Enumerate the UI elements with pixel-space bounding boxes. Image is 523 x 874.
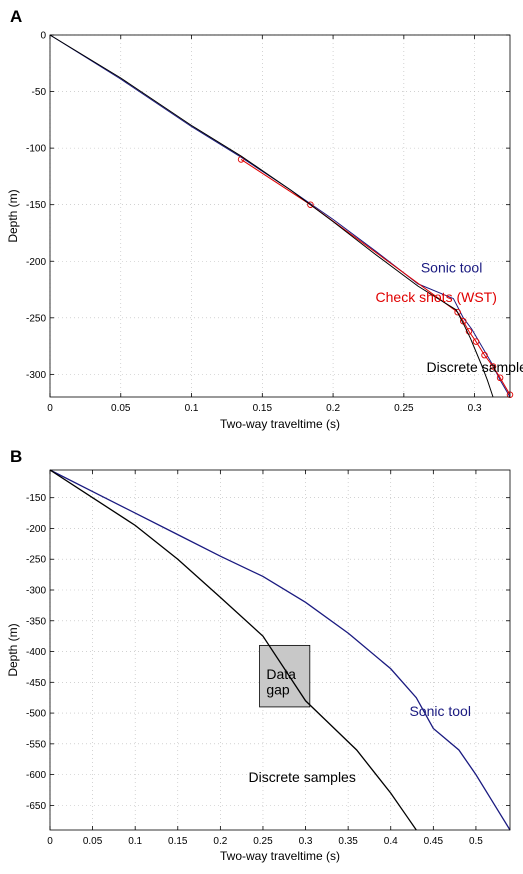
y-tick-label: -450 bbox=[26, 678, 46, 689]
x-tick-label: 0 bbox=[47, 836, 53, 847]
y-tick-label: -650 bbox=[26, 801, 46, 812]
y-tick-label: -150 bbox=[26, 493, 46, 504]
y-tick-label: 0 bbox=[40, 31, 46, 42]
x-tick-label: 0.2 bbox=[213, 836, 227, 847]
y-tick-label: -150 bbox=[26, 200, 46, 211]
panel-letter-b: B bbox=[10, 447, 22, 466]
x-tick-label: 0.3 bbox=[299, 836, 313, 847]
x-axis-label: Two-way traveltime (s) bbox=[220, 849, 340, 863]
y-tick-label: -200 bbox=[26, 257, 46, 268]
y-tick-label: -250 bbox=[26, 313, 46, 324]
y-tick-label: -300 bbox=[26, 370, 46, 381]
series-line-check-shots-wst bbox=[240, 159, 511, 395]
check-shot-point bbox=[307, 201, 314, 208]
annotation-label: Discrete samples bbox=[248, 769, 355, 785]
x-tick-label: 0.15 bbox=[253, 403, 273, 414]
series-line-sonic-tool bbox=[49, 469, 511, 831]
annotation-label: Check shots (WST) bbox=[376, 289, 497, 305]
plot-frame bbox=[49, 469, 511, 831]
x-tick-label: 0.15 bbox=[168, 836, 188, 847]
x-tick-label: 0.25 bbox=[394, 403, 414, 414]
annotation-label: gap bbox=[266, 682, 290, 698]
y-tick-label: -400 bbox=[26, 647, 46, 658]
annotation-label: Sonic tool bbox=[421, 260, 482, 276]
x-tick-label: 0.45 bbox=[424, 836, 444, 847]
series-line-discrete-samples bbox=[49, 469, 417, 831]
y-tick-label: -50 bbox=[32, 87, 47, 98]
y-tick-label: -300 bbox=[26, 586, 46, 597]
check-shot-point bbox=[489, 363, 497, 370]
y-tick-label: -250 bbox=[26, 555, 46, 566]
y-axis-label: Depth (m) bbox=[6, 189, 20, 242]
x-tick-label: 0.2 bbox=[326, 403, 340, 414]
y-tick-label: -500 bbox=[26, 709, 46, 720]
y-tick-label: -100 bbox=[26, 144, 46, 155]
x-tick-label: 0.4 bbox=[384, 836, 398, 847]
x-tick-label: 0.35 bbox=[338, 836, 358, 847]
series-line-discrete-samples bbox=[49, 34, 494, 398]
data-gap-box bbox=[259, 644, 311, 708]
check-shot-point bbox=[481, 351, 488, 359]
x-axis-label: Two-way traveltime (s) bbox=[220, 417, 340, 431]
y-axis-label: Depth (m) bbox=[6, 623, 20, 676]
x-tick-label: 0 bbox=[47, 403, 53, 414]
plot-frame bbox=[49, 34, 511, 398]
x-tick-label: 0.1 bbox=[128, 836, 142, 847]
x-tick-label: 0.1 bbox=[185, 403, 199, 414]
panel-a-chart: 0 0.05 0.1 0.15 0.2 0.25 0.3 0 -50 -100 -150 -200 -2… bbox=[6, 31, 523, 432]
x-tick-label: 0.05 bbox=[83, 836, 103, 847]
x-tick-label: 0.25 bbox=[253, 836, 273, 847]
check-shot-point bbox=[496, 374, 504, 382]
annotation-label: Data bbox=[266, 666, 296, 682]
x-tick-label: 0.3 bbox=[468, 403, 482, 414]
y-tick-label: -550 bbox=[26, 739, 46, 750]
panel-b-chart: 0 0.05 0.1 0.15 0.2 0.25 0.3 0.35 0.4 0.45 0.5 -150… bbox=[6, 469, 511, 863]
x-tick-label: 0.05 bbox=[111, 403, 131, 414]
x-tick-label: 0.5 bbox=[469, 836, 483, 847]
annotation-label: Discrete samples bbox=[426, 359, 523, 375]
y-tick-label: -600 bbox=[26, 770, 46, 781]
check-shot-point bbox=[472, 338, 480, 345]
y-tick-label: -350 bbox=[26, 616, 46, 627]
check-shot-point bbox=[454, 308, 461, 316]
panel-letter-a: A bbox=[10, 7, 22, 26]
annotation-label: Sonic tool bbox=[409, 703, 470, 719]
series-line-sonic-tool bbox=[49, 34, 511, 398]
y-tick-label: -200 bbox=[26, 524, 46, 535]
